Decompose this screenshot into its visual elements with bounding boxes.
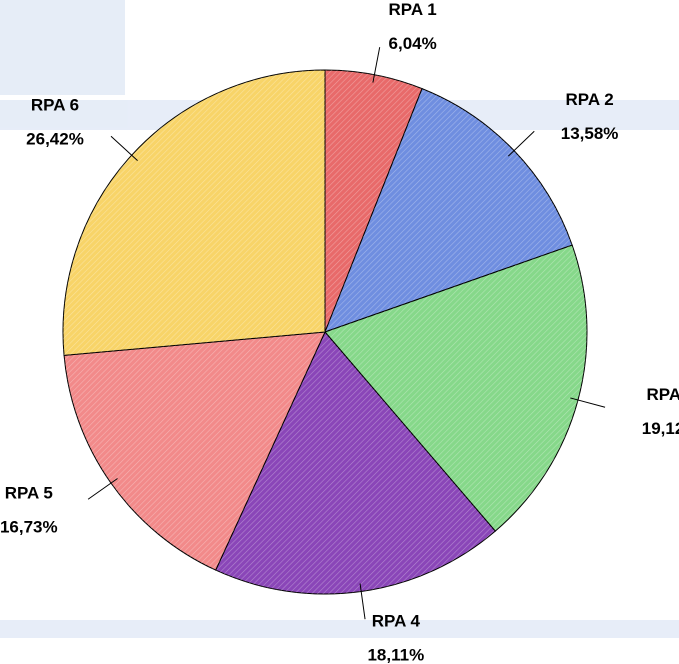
slice-label: RPA 2 [565,90,613,109]
leader-line [359,583,366,620]
leader-line [87,478,118,500]
slice-value-label: 18,11% [367,646,424,664]
slice-label: RPA 1 [389,0,437,19]
slice-hatch [215,332,496,594]
leader-line [110,135,138,161]
slice-hatch [325,245,587,532]
slice-value-label: 6,04% [389,34,437,53]
leader-line [372,47,381,83]
pie [62,69,588,595]
slice-value-label: 26,42% [26,129,84,148]
slice-value-label: 13,58% [561,124,619,143]
leader-line [507,130,535,157]
slice-value-label: 19,12% [642,419,679,438]
slice-hatch [64,332,326,571]
slice-label: RPA 6 [31,95,79,114]
leader-line [570,397,606,408]
slice-hatch [325,88,573,333]
slice-value-label: 16,73% [0,517,58,536]
slice-hatch [325,70,423,332]
slice-hatch [62,70,325,356]
slice-label: RPA 5 [5,483,53,502]
slice-label: RPA 3 [647,385,679,404]
slice-label: RPA 4 [372,612,421,631]
